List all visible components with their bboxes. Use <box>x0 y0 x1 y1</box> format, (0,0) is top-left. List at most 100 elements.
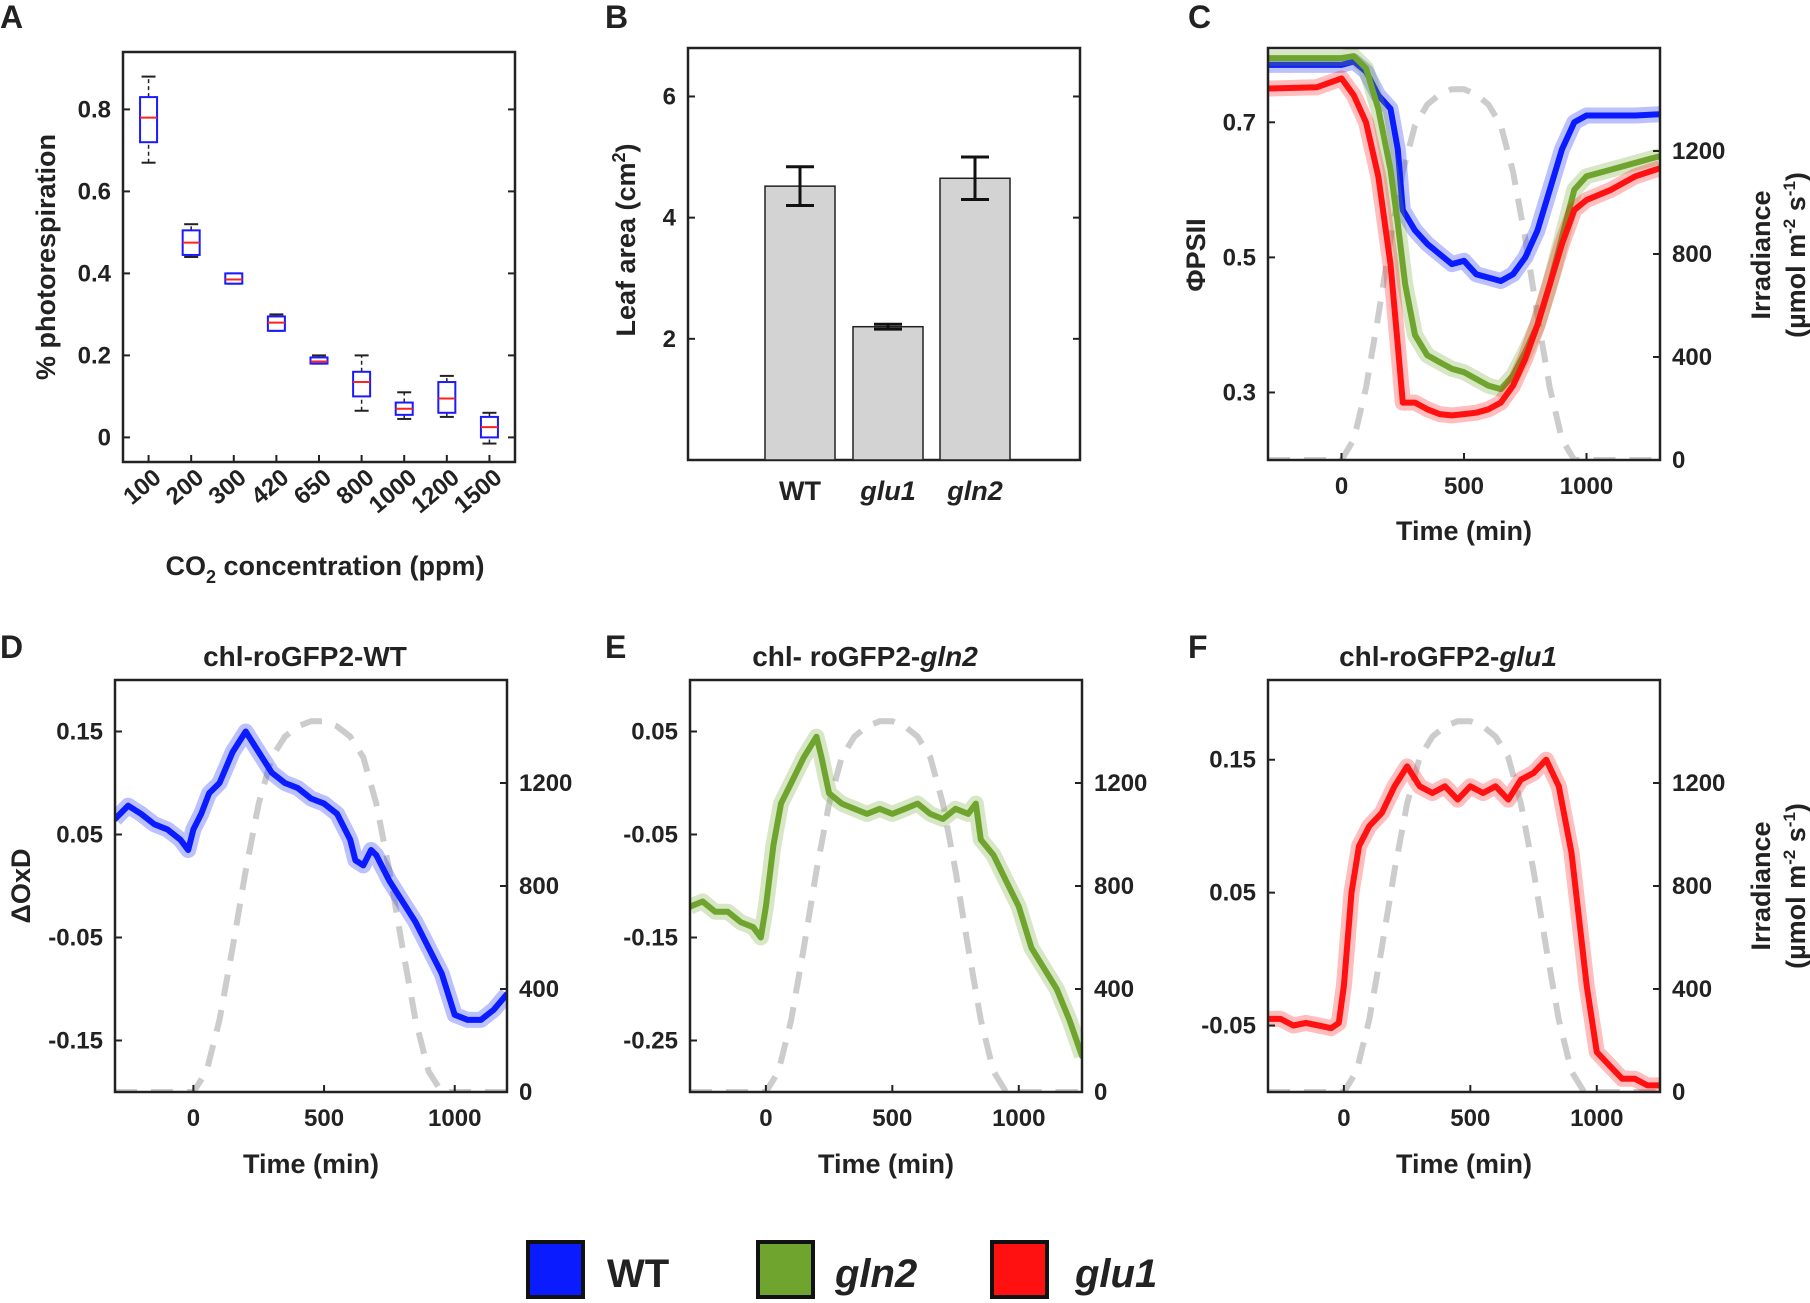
y-tick-label: -0.05 <box>623 822 678 849</box>
y2-tick-label: 400 <box>1672 976 1712 1003</box>
y-tick-label: 0.15 <box>56 719 103 746</box>
x-tick-label: 0 <box>187 1105 200 1132</box>
panel-a-boxes <box>139 75 499 445</box>
y2-tick-label: 1200 <box>1672 138 1725 165</box>
y-tick-label: 0.7 <box>1223 109 1256 136</box>
y-tick-label: -0.15 <box>623 925 678 952</box>
panel-f-x-label: Time (min) <box>1396 1149 1532 1179</box>
y2-tick-label: 400 <box>519 976 559 1003</box>
y-tick-label: 0.5 <box>1223 244 1256 271</box>
legend-label-wt: WT <box>607 1252 669 1296</box>
panel-d-line-chart: chl-roGFP2-WT 0 500 1000 -0.15 -0.05 0.05 0.15… <box>6 641 572 1179</box>
y-tick-label: 0.8 <box>78 96 111 123</box>
x-tick-label: 1000 <box>1570 1105 1623 1132</box>
panel-letter-c: C <box>1188 0 1211 35</box>
panel-b-y-ticks: 2 4 6 <box>663 83 1080 353</box>
series-line-gln2 <box>690 733 1082 1059</box>
y2-tick-label: 800 <box>1672 873 1712 900</box>
panel-d-frame <box>113 678 509 1094</box>
panel-e-plot-area <box>690 718 1082 1092</box>
panel-e-frame <box>688 678 1084 1094</box>
y-tick-label: 0.15 <box>1209 747 1256 774</box>
panel-f-y2-label-line2: (µmol m-2 s-1) <box>1780 803 1810 969</box>
legend-swatch-gln2 <box>756 1240 815 1299</box>
irradiance-line <box>690 718 1082 1092</box>
bar <box>939 177 1011 461</box>
panel-b-y-label: Leaf area (cm2) <box>609 143 641 336</box>
panel-f-title-plain: chl-roGFP2- <box>1339 641 1499 672</box>
panel-letter-d: D <box>0 629 23 665</box>
series-line-wt <box>1268 58 1660 284</box>
y-tick-label: -0.05 <box>1201 1013 1256 1040</box>
x-tick-label: 100 <box>118 464 166 510</box>
x-tick-label: 200 <box>161 464 209 510</box>
x-tick-label: 1500 <box>449 464 507 519</box>
y-tick-label: 0 <box>98 424 111 451</box>
y2-tick-label: 1200 <box>1094 770 1147 797</box>
y-tick-label: 0.4 <box>78 260 112 287</box>
y2-tick-label: 1200 <box>1672 770 1725 797</box>
y-tick-label: 0.3 <box>1223 379 1256 406</box>
panel-f-title: chl-roGFP2-glu1 <box>1339 641 1557 672</box>
legend-label-glu1: glu1 <box>1074 1252 1157 1296</box>
y2-tick-label: 400 <box>1094 976 1134 1003</box>
panel-e-ticks: 0 500 1000 -0.25 -0.15 -0.05 0.05 0 400 800 1200 <box>623 719 1147 1133</box>
series-band-gln2 <box>1268 48 1660 398</box>
y2-tick-label: 1200 <box>519 770 572 797</box>
bar <box>764 185 836 461</box>
x-tick-label: 300 <box>204 464 252 510</box>
irradiance-line <box>1268 718 1660 1092</box>
panel-e-title: chl- roGFP2-gln2 <box>752 641 978 672</box>
legend-label-gln2: gln2 <box>834 1252 917 1296</box>
panel-f-plot-area <box>1268 718 1660 1092</box>
series-line-gln2 <box>1268 53 1660 393</box>
panel-a-boxplot: 00.20.40.60.8 10020030042065080010001200… <box>31 50 517 587</box>
irradiance-line <box>1268 86 1660 460</box>
y2-tick-label: 800 <box>1672 241 1712 268</box>
panel-a-y-label: % photorespiration <box>31 134 61 380</box>
panel-a-x-label: CO2 concentration (ppm) <box>165 551 484 587</box>
panel-e-line-chart: chl- roGFP2-gln2 0 500 1000 -0.25 -0.15 -0.05… <box>623 641 1147 1179</box>
y-tick-label: 0.6 <box>78 178 111 205</box>
y-tick-label: 0.05 <box>1209 880 1256 907</box>
y2-tick-label: 0 <box>519 1079 532 1106</box>
y2-tick-label: 800 <box>1094 873 1134 900</box>
x-tick-label: glu1 <box>859 476 916 506</box>
y2-tick-label: 0 <box>1672 1079 1685 1106</box>
series-group <box>1268 718 1660 1092</box>
x-tick-label: 500 <box>304 1105 344 1132</box>
panel-f-line-chart: chl-roGFP2-glu1 0 500 1000 -0.05 0.05 0.15 0 40… <box>1201 641 1810 1179</box>
panel-c-y-label: ΦPSII <box>1181 218 1211 291</box>
panel-f-ticks: 0 500 1000 -0.05 0.05 0.15 0 400 800 1200 <box>1201 747 1725 1132</box>
series-line-wt <box>115 728 507 1023</box>
x-tick-label: 500 <box>1450 1105 1490 1132</box>
series-band-wt <box>115 723 507 1028</box>
panel-c-y2-label-line2: (µmol m-2 s-1) <box>1780 172 1810 338</box>
panel-b-bars <box>764 155 1011 461</box>
panel-d-plot-area <box>115 718 507 1092</box>
x-tick-label: 1000 <box>992 1105 1045 1132</box>
y2-tick-label: 0 <box>1672 447 1685 474</box>
panel-letter-e: E <box>605 629 626 665</box>
series-band-glu1 <box>1268 751 1660 1092</box>
y2-tick-label: 400 <box>1672 344 1712 371</box>
panel-b-bar-chart: 2 4 6 WT glu1 gln2 Leaf area (cm2) <box>609 46 1082 506</box>
panel-e-title-plain: chl- roGFP2- <box>752 641 920 672</box>
y-tick-label: 0.05 <box>631 719 678 746</box>
series-band-gln2 <box>690 728 1082 1059</box>
x-tick-label: 650 <box>289 464 337 510</box>
x-tick-label: 500 <box>872 1105 912 1132</box>
series-line-glu1 <box>1268 75 1660 419</box>
y-tick-label: -0.15 <box>48 1028 103 1055</box>
y2-tick-label: 0 <box>1094 1079 1107 1106</box>
panel-d-x-label: Time (min) <box>243 1149 379 1179</box>
x-tick-label: 500 <box>1444 473 1484 500</box>
y-tick-label: 2 <box>663 326 676 353</box>
panel-c-y2-label-line1: Irradiance <box>1746 190 1776 319</box>
series-line-glu1 <box>1268 756 1660 1089</box>
y-tick-label: 6 <box>663 83 676 110</box>
panel-letter-a: A <box>0 0 23 35</box>
panel-b-x-ticks: WT glu1 gln2 <box>779 476 1003 506</box>
